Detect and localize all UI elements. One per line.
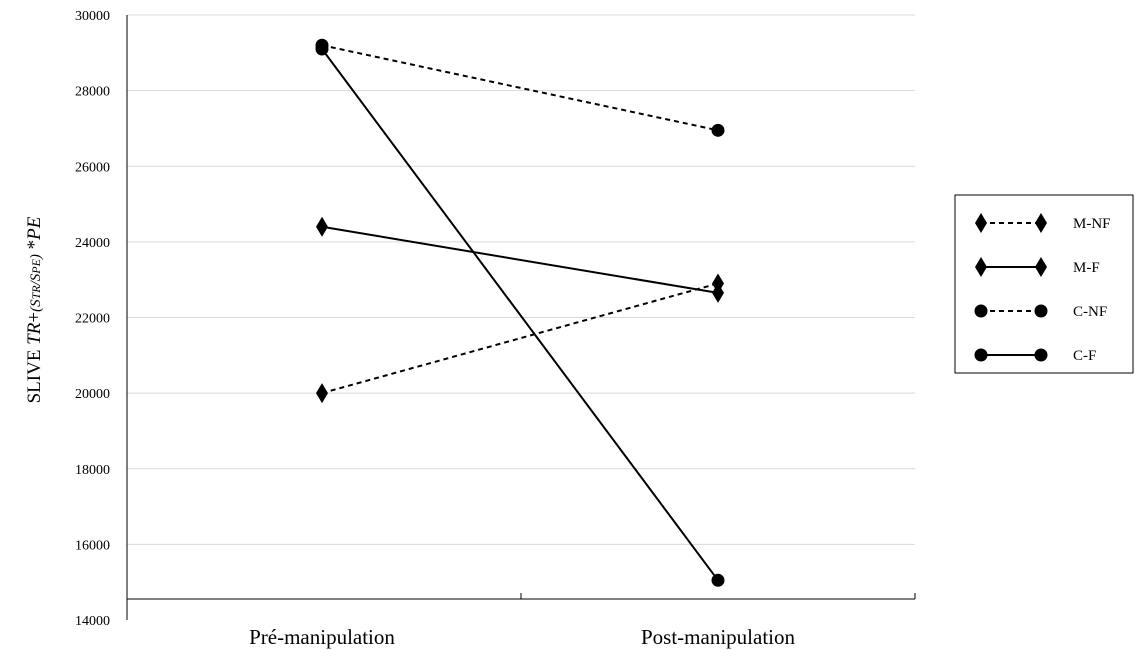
circle-marker (711, 123, 725, 137)
legend: M-NF M-F C-NF C-F (954, 194, 1134, 374)
axes (126, 15, 916, 620)
legend-item: C-NF (974, 304, 1107, 320)
legend-label: C-NF (1073, 304, 1107, 320)
y-tick-label: 22000 (75, 312, 110, 327)
x-category-label: Post-manipulation (641, 625, 795, 649)
series-line (321, 282, 719, 395)
series-m-nf (316, 273, 724, 404)
series-m-f (316, 216, 724, 303)
series-c-f (315, 42, 725, 587)
y-tick-label: 30000 (75, 9, 110, 24)
y-tick-label: 16000 (75, 538, 110, 553)
circle-marker (711, 573, 725, 587)
diamond-marker (975, 213, 987, 233)
series-line (321, 225, 719, 294)
series-group (315, 38, 725, 587)
legend-item: C-F (974, 348, 1096, 364)
circle-marker (974, 304, 988, 318)
circle-marker (1034, 304, 1048, 318)
diamond-marker (712, 282, 724, 303)
diamond-marker (316, 383, 328, 404)
y-tick-label: 18000 (75, 463, 110, 478)
y-tick-label: 28000 (75, 85, 110, 100)
legend-label: M-F (1073, 260, 1100, 276)
x-category-labels: Pré-manipulation Post-manipulation (249, 625, 795, 649)
y-tick-label: 20000 (75, 387, 110, 402)
legend-item: M-NF (975, 213, 1111, 233)
legend-item: M-F (975, 257, 1100, 277)
x-category-label: Pré-manipulation (249, 625, 395, 649)
y-tick-labels: 14000 16000 18000 20000 22000 24000 26000 28000… (75, 9, 110, 629)
diamond-marker (975, 257, 987, 277)
circle-marker (1034, 348, 1048, 362)
diamond-marker (1035, 213, 1047, 233)
circle-marker (974, 348, 988, 362)
y-tick-label: 24000 (75, 236, 110, 251)
grid-lines (127, 14, 915, 545)
diamond-marker (316, 216, 328, 237)
y-axis-label: SLIVE TR+(STR/SPE) *PE (24, 216, 45, 403)
series-line (321, 48, 719, 581)
y-tick-label: 26000 (75, 160, 110, 175)
diamond-marker (1035, 257, 1047, 277)
circle-marker (315, 42, 329, 56)
legend-label: C-F (1073, 348, 1096, 364)
y-tick-label: 14000 (75, 614, 110, 629)
series-line (321, 44, 719, 132)
legend-label: M-NF (1073, 216, 1111, 232)
